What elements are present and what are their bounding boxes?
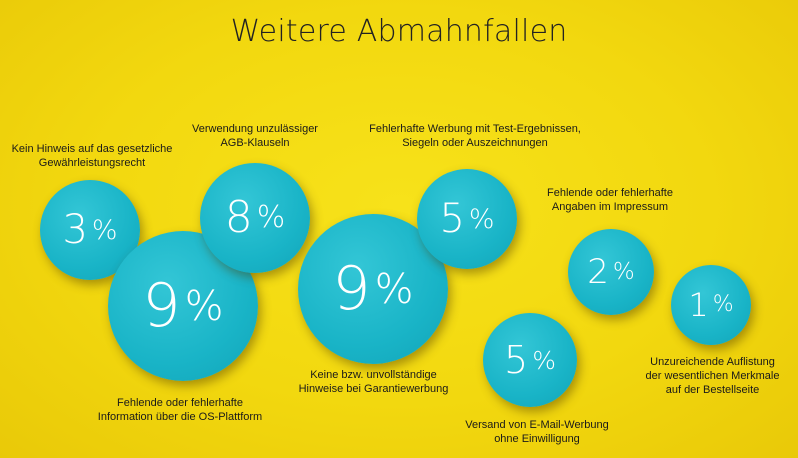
bubble-1: 3% bbox=[40, 180, 140, 280]
bubble-4: 9% bbox=[298, 214, 448, 364]
bubble-unit-5: % bbox=[468, 203, 495, 235]
bubble-value-8: 1 bbox=[688, 286, 709, 324]
bubble-value-1: 3 bbox=[62, 207, 88, 253]
bubble-value-5: 5 bbox=[439, 196, 465, 242]
chart-title: Weitere Abmahnfallen bbox=[230, 14, 568, 49]
bubble-3: 8% bbox=[200, 163, 310, 273]
bubble-5: 5% bbox=[417, 169, 517, 269]
bubble-label-4: Keine bzw. unvollständige Hinweise bei G… bbox=[298, 369, 449, 395]
bubble-label-5: Fehlerhafte Werbung mit Test-Ergebnissen… bbox=[369, 123, 581, 149]
bubble-unit-3: % bbox=[256, 200, 286, 235]
bubble-unit-4: % bbox=[374, 264, 414, 313]
bubble-label-2: Fehlende oder fehlerhafte Information üb… bbox=[97, 397, 263, 423]
bubble-value-4: 9 bbox=[332, 254, 371, 324]
bubble-value-2: 9 bbox=[142, 271, 181, 341]
bubble-unit-7: % bbox=[612, 258, 635, 285]
bubble-label-8: Unzureichende Auflistung der wesentliche… bbox=[645, 356, 780, 396]
bubble-label-3: Verwendung unzulässiger AGB-Klauseln bbox=[192, 123, 318, 149]
bubble-unit-1: % bbox=[91, 214, 118, 246]
bubble-unit-2: % bbox=[184, 281, 224, 330]
bubble-7: 2% bbox=[568, 229, 654, 315]
bubble-value-6: 5 bbox=[504, 338, 529, 382]
bubble-label-7: Fehlende oder fehlerhafte Angaben im Imp… bbox=[547, 187, 673, 213]
bubble-6: 5% bbox=[483, 313, 577, 407]
bubble-label-6: Versand von E-Mail-Werbung ohne Einwilli… bbox=[465, 419, 609, 445]
bubble-label-1: Kein Hinweis auf das gesetzliche Gewährl… bbox=[11, 143, 173, 169]
bubble-unit-8: % bbox=[712, 292, 734, 317]
bubble-value-3: 8 bbox=[224, 192, 253, 243]
bubble-unit-6: % bbox=[532, 345, 556, 375]
bubble-8: 1% bbox=[671, 265, 751, 345]
bubble-value-7: 2 bbox=[587, 252, 609, 292]
